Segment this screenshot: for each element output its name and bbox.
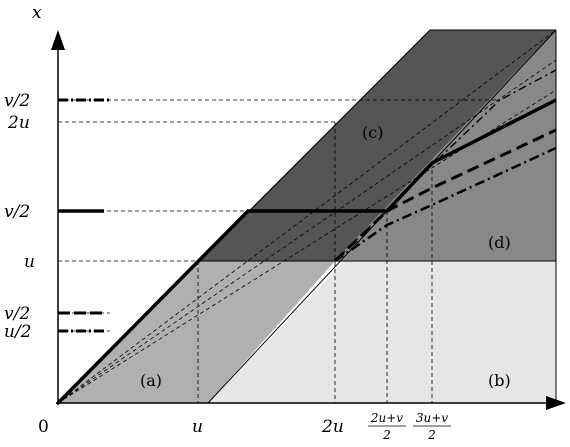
y-tick-v2-top: v/2 xyxy=(4,91,30,111)
y-axis-arrow xyxy=(51,30,65,50)
x-tick-u: u xyxy=(192,417,203,437)
x-tick-frac-1: 2u+v 2 xyxy=(368,411,406,442)
region-b-label: (b) xyxy=(488,371,511,390)
origin-label: 0 xyxy=(38,417,49,437)
dashdot-upper-curve xyxy=(334,69,557,262)
region-d-fill xyxy=(335,30,556,261)
y-tick-v2-low: v/2 xyxy=(4,304,30,324)
y-tick-u: u xyxy=(24,252,35,272)
x-frac-2-num: 3u+v xyxy=(416,411,448,425)
x-tick-frac-2: 3u+v 2 xyxy=(413,411,451,442)
x-tick-2u: 2u xyxy=(321,417,344,437)
y-tick-marks xyxy=(58,98,110,333)
x-frac-1-num: 2u+v xyxy=(370,411,403,425)
y-tick-v2-mid: v/2 xyxy=(4,202,30,222)
x-frac-1-den: 2 xyxy=(382,428,391,442)
region-b-fill xyxy=(208,261,556,403)
dashdot-curve xyxy=(334,146,557,263)
region-a-fill xyxy=(58,261,335,403)
region-a-label: (a) xyxy=(140,371,162,390)
y-axis-label: x xyxy=(32,3,42,23)
region-c-label: (c) xyxy=(362,123,383,142)
region-c-fill xyxy=(198,30,556,261)
y-tick-u2: u/2 xyxy=(4,322,32,342)
y-tick-2u: 2u xyxy=(7,113,30,133)
x-axis-arrow xyxy=(546,396,566,410)
x-frac-2-den: 2 xyxy=(427,428,436,442)
region-d-label: (d) xyxy=(488,233,511,252)
